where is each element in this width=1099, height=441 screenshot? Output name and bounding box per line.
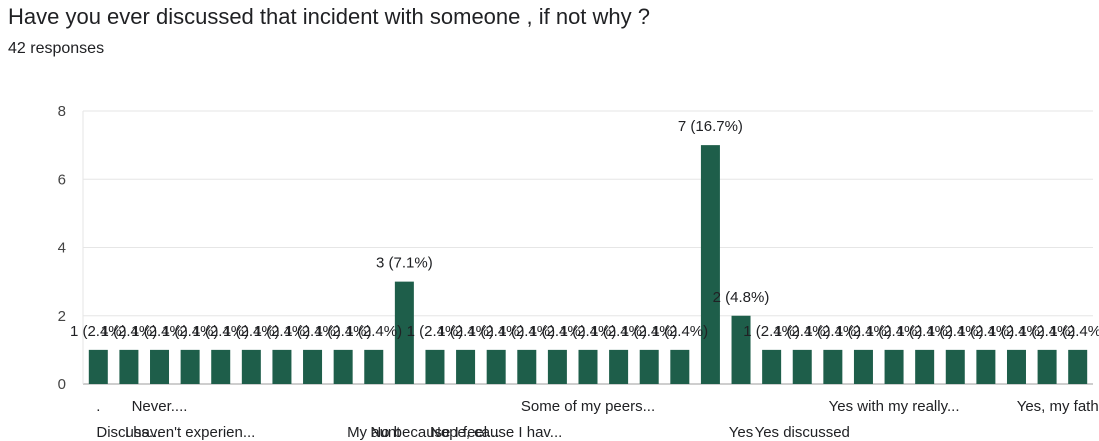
x-tick-label: Yes bbox=[729, 424, 753, 441]
bar bbox=[150, 349, 170, 384]
bar bbox=[456, 349, 476, 384]
x-tick-label: . bbox=[96, 398, 100, 415]
x-tick-label: Some of my peers... bbox=[521, 398, 655, 415]
bar bbox=[853, 349, 873, 384]
data-label: 1 (2.4%) bbox=[192, 323, 249, 340]
bar bbox=[517, 349, 537, 384]
data-label: 1 (2.4%) bbox=[223, 323, 280, 340]
response-count: 42 responses bbox=[8, 40, 105, 57]
data-label: 1 (2.4%) bbox=[315, 323, 372, 340]
data-label: 1 (2.4%) bbox=[590, 323, 647, 340]
data-label: 1 (2.4%) bbox=[896, 323, 953, 340]
x-tick-label: Yes discussed bbox=[755, 424, 850, 441]
bar bbox=[333, 349, 353, 384]
bar bbox=[762, 349, 782, 384]
bar bbox=[823, 349, 843, 384]
x-tick-label: Yes with my really... bbox=[829, 398, 960, 415]
x-tick-label: Discuss... bbox=[96, 424, 161, 441]
data-label: 1 (2.4%) bbox=[560, 323, 617, 340]
data-label: 1 (2.4%) bbox=[774, 323, 831, 340]
y-tick-label: 6 bbox=[58, 171, 66, 188]
bar bbox=[915, 349, 935, 384]
bar bbox=[241, 349, 261, 384]
data-label: 1 (2.4%) bbox=[621, 323, 678, 340]
x-tick-label: Yes, my father w... bbox=[1017, 398, 1099, 415]
x-tick-label: Never.... bbox=[132, 398, 188, 415]
bar bbox=[700, 145, 720, 384]
data-label: 1 (2.4%) bbox=[1019, 323, 1076, 340]
bar bbox=[609, 349, 629, 384]
data-label: 1 (2.4%) bbox=[651, 323, 708, 340]
data-label: 1 (2.4%) bbox=[498, 323, 555, 340]
data-label: 1 (2.4%) bbox=[407, 323, 464, 340]
data-label: 1 (2.4%) bbox=[835, 323, 892, 340]
bar bbox=[670, 349, 690, 384]
data-label: 1 (2.4%) bbox=[101, 323, 158, 340]
data-label: 1 (2.4%) bbox=[284, 323, 341, 340]
bar bbox=[1037, 349, 1057, 384]
data-label: 1 (2.4%) bbox=[529, 323, 586, 340]
question-title: Have you ever discussed that incident wi… bbox=[8, 4, 651, 29]
x-tick-label: No because I feel... bbox=[370, 424, 499, 441]
bar bbox=[394, 281, 414, 384]
bar bbox=[364, 349, 384, 384]
bar bbox=[884, 349, 904, 384]
bar bbox=[303, 349, 323, 384]
x-tick-label: I haven't experien... bbox=[125, 424, 255, 441]
data-label: 2 (4.8%) bbox=[713, 289, 770, 306]
data-label: 7 (16.7%) bbox=[678, 118, 743, 135]
y-tick-label: 2 bbox=[58, 308, 66, 325]
bar bbox=[486, 349, 506, 384]
y-tick-label: 4 bbox=[58, 240, 66, 257]
data-label: 1 (2.4%) bbox=[927, 323, 984, 340]
data-label: 1 (2.4%) bbox=[70, 323, 127, 340]
data-label: 1 (2.4%) bbox=[437, 323, 494, 340]
data-label: 1 (2.4%) bbox=[131, 323, 188, 340]
x-tick-label: Nope, cause I hav... bbox=[430, 424, 562, 441]
data-label: 1 (2.4%) bbox=[743, 323, 800, 340]
x-tick-label: My aunt bbox=[347, 424, 401, 441]
bar bbox=[547, 349, 567, 384]
data-label: 1 (2.4%) bbox=[1049, 323, 1099, 340]
data-label: 1 (2.4%) bbox=[254, 323, 311, 340]
bar bbox=[88, 349, 108, 384]
data-label: 1 (2.4%) bbox=[958, 323, 1015, 340]
bar bbox=[976, 349, 996, 384]
data-label: 1 (2.4%) bbox=[804, 323, 861, 340]
data-label: 1 (2.4%) bbox=[866, 323, 923, 340]
data-label: 1 (2.4%) bbox=[468, 323, 525, 340]
y-tick-label: 0 bbox=[58, 376, 66, 393]
bar bbox=[1068, 349, 1088, 384]
bar bbox=[1006, 349, 1026, 384]
bar bbox=[731, 315, 751, 384]
bar bbox=[792, 349, 812, 384]
bar bbox=[425, 349, 445, 384]
bar bbox=[211, 349, 231, 384]
data-label: 3 (7.1%) bbox=[376, 255, 433, 272]
bar bbox=[945, 349, 965, 384]
bar bbox=[180, 349, 200, 384]
y-tick-label: 8 bbox=[58, 103, 66, 120]
bar bbox=[272, 349, 292, 384]
bar bbox=[639, 349, 659, 384]
bar bbox=[578, 349, 598, 384]
data-label: 1 (2.4%) bbox=[988, 323, 1045, 340]
data-label: 1 (2.4%) bbox=[162, 323, 219, 340]
data-label: 1 (2.4%) bbox=[345, 323, 402, 340]
bar bbox=[119, 349, 139, 384]
